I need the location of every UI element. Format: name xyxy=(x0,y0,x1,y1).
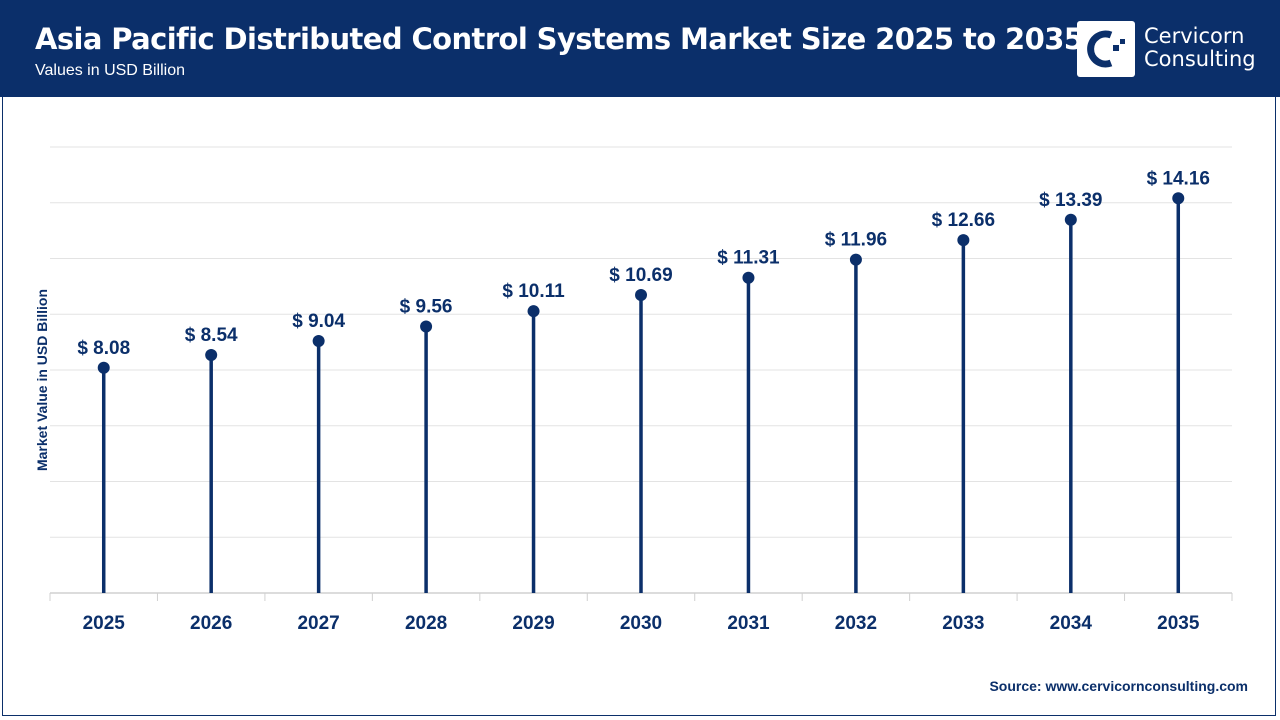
x-tick-label: 2027 xyxy=(297,613,339,634)
x-tick-label: 2033 xyxy=(942,613,984,634)
logo-text-line1: Cervicorn xyxy=(1144,24,1245,48)
chart-frame xyxy=(2,97,1276,716)
x-tick-label: 2028 xyxy=(405,613,447,634)
data-label: $ 8.08 xyxy=(77,338,130,359)
logo-text: Cervicorn Consulting xyxy=(1144,25,1256,71)
x-tick-label: 2029 xyxy=(512,613,554,634)
lollipop-dot xyxy=(849,253,862,266)
lollipop-dot xyxy=(1172,192,1185,205)
x-tick-label: 2030 xyxy=(620,613,662,634)
data-label: $ 8.54 xyxy=(185,325,238,346)
lollipop-dot xyxy=(1064,213,1077,226)
data-label: $ 9.56 xyxy=(400,297,453,318)
x-tick-label: 2034 xyxy=(1050,613,1093,634)
lollipop-dot xyxy=(527,305,540,318)
lollipop-dot xyxy=(205,348,218,361)
data-label: $ 12.66 xyxy=(932,210,995,231)
data-label: $ 11.31 xyxy=(717,248,780,269)
lollipop-dot xyxy=(635,289,647,302)
data-label: $ 9.04 xyxy=(292,311,345,332)
lollipop-dot xyxy=(742,271,755,284)
data-label: $ 11.96 xyxy=(825,230,887,251)
lollipop-dot xyxy=(957,234,970,247)
source-text: Source: www.cervicornconsulting.com xyxy=(989,678,1248,694)
cervicorn-logo-icon xyxy=(1077,21,1135,77)
header-banner: Asia Pacific Distributed Control Systems… xyxy=(0,0,1280,97)
data-label: $ 10.69 xyxy=(609,265,672,286)
x-tick-label: 2031 xyxy=(727,613,770,634)
x-tick-label: 2035 xyxy=(1157,613,1200,634)
chart-title: Asia Pacific Distributed Control Systems… xyxy=(35,22,1084,56)
lollipop-dot xyxy=(312,335,325,348)
lollipop-dot xyxy=(97,361,110,374)
data-label: $ 10.11 xyxy=(502,281,565,302)
data-label: $ 13.39 xyxy=(1039,190,1102,211)
lollipop-dot xyxy=(420,320,433,333)
chart-subtitle: Values in USD Billion xyxy=(35,62,185,79)
x-tick-label: 2026 xyxy=(190,613,232,634)
x-tick-label: 2032 xyxy=(835,613,877,634)
logo-text-line2: Consulting xyxy=(1144,47,1256,71)
x-tick-label: 2025 xyxy=(83,613,126,634)
y-axis-label: Market Value in USD Billion xyxy=(34,288,50,472)
data-label: $ 14.16 xyxy=(1147,168,1210,189)
